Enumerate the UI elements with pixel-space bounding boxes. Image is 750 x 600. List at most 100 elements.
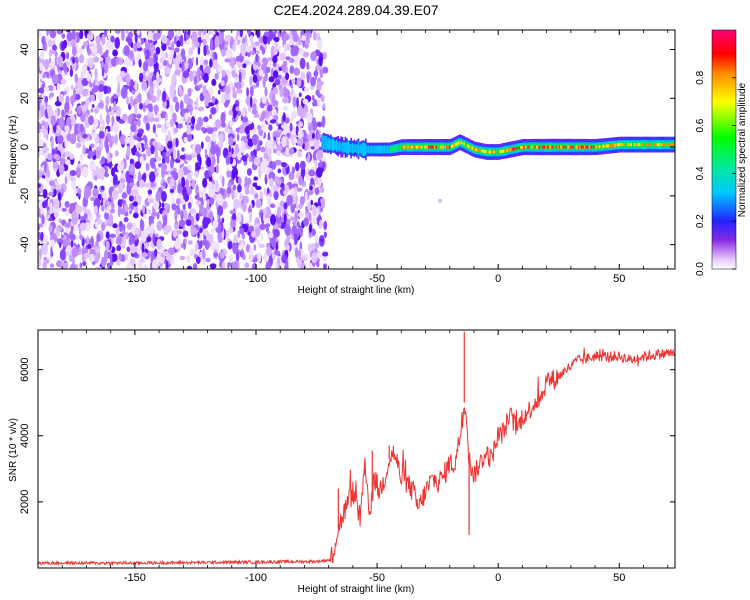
noise-speck bbox=[191, 227, 197, 235]
noise-speck bbox=[239, 192, 243, 201]
noise-speck bbox=[160, 191, 167, 202]
noise-speck bbox=[47, 153, 53, 161]
noise-speck bbox=[105, 200, 111, 207]
noise-speck bbox=[117, 163, 124, 172]
band-cell bbox=[343, 142, 345, 153]
noise-speck bbox=[268, 148, 272, 156]
band-peak bbox=[598, 145, 601, 149]
noise-speck bbox=[161, 163, 167, 171]
band-peak bbox=[630, 143, 632, 147]
band-peak bbox=[442, 145, 445, 149]
noise-speck bbox=[172, 173, 178, 180]
noise-speck bbox=[156, 172, 159, 177]
noise-speck bbox=[169, 104, 175, 113]
colorbar-ticks: 0.0 0.2 0.4 0.6 0.8 bbox=[695, 70, 736, 276]
noise-speck bbox=[184, 61, 189, 68]
noise-speck bbox=[278, 44, 281, 53]
noise-speck bbox=[147, 189, 153, 195]
noise-speck bbox=[236, 133, 240, 142]
noise-speck bbox=[181, 176, 186, 189]
noise-speck bbox=[296, 77, 302, 88]
noise-speck bbox=[205, 135, 211, 143]
noise-speck bbox=[154, 53, 158, 63]
noise-speck bbox=[56, 82, 61, 92]
band-cell bbox=[375, 145, 377, 154]
noise-speck bbox=[299, 57, 306, 70]
band-cell bbox=[349, 143, 351, 153]
noise-speck bbox=[142, 172, 147, 181]
noise-speck bbox=[134, 161, 142, 170]
noise-speck bbox=[167, 140, 173, 149]
noise-speck bbox=[203, 59, 209, 66]
noise-speck bbox=[207, 141, 211, 151]
noise-speck bbox=[76, 205, 83, 214]
band-peak bbox=[641, 143, 643, 147]
noise-speck bbox=[260, 232, 264, 242]
band-peak bbox=[535, 145, 538, 149]
band-peak bbox=[575, 145, 578, 149]
snr-panel: -150 -100 -50 0 50 2000 4000 6000 Height of st… bbox=[8, 329, 676, 595]
noise-speck bbox=[237, 184, 242, 193]
noise-speck bbox=[250, 85, 254, 97]
noise-speck bbox=[112, 223, 118, 229]
noise-speck bbox=[169, 188, 175, 193]
noise-speck bbox=[226, 186, 232, 195]
noise-speck bbox=[170, 158, 174, 169]
band-peak bbox=[510, 148, 513, 151]
band-cell bbox=[517, 145, 520, 151]
noise-speck bbox=[298, 121, 304, 128]
noise-speck bbox=[86, 32, 94, 41]
noise-speck bbox=[195, 56, 199, 66]
noise-speck bbox=[174, 209, 178, 222]
noise-speck bbox=[42, 201, 47, 209]
band-cell bbox=[651, 141, 653, 148]
noise-speck bbox=[57, 184, 62, 191]
noise-speck bbox=[112, 190, 119, 196]
noise-speck bbox=[111, 43, 115, 52]
noise-speck bbox=[233, 238, 239, 244]
noise-speck bbox=[71, 247, 79, 258]
noise-speck bbox=[147, 111, 154, 117]
noise-speck bbox=[94, 108, 99, 114]
noise-speck bbox=[109, 233, 117, 238]
noise-speck bbox=[171, 73, 177, 84]
noise-speck bbox=[221, 175, 225, 188]
noise-speck bbox=[38, 257, 42, 268]
noise-speck bbox=[177, 207, 181, 215]
noise-speck bbox=[96, 233, 101, 243]
noise-speck bbox=[123, 45, 130, 57]
noise-speck bbox=[257, 239, 261, 245]
noise-speck bbox=[54, 51, 58, 58]
snr-x-ticks: -150 -100 -50 0 50 bbox=[61, 330, 669, 584]
band-peak bbox=[647, 143, 649, 147]
band-peak bbox=[579, 145, 582, 149]
noise-speck bbox=[261, 95, 267, 104]
noise-speck bbox=[298, 92, 302, 98]
band-cell bbox=[465, 142, 467, 149]
noise-speck bbox=[174, 47, 180, 53]
noise-speck bbox=[232, 158, 236, 166]
noise-speck bbox=[221, 49, 227, 57]
band-peak bbox=[655, 143, 658, 147]
noise-speck bbox=[181, 147, 185, 152]
noise-speck bbox=[104, 172, 109, 178]
noise-speck bbox=[105, 104, 108, 113]
noise-speck bbox=[245, 45, 251, 53]
y-tick-label: -40 bbox=[19, 237, 31, 253]
noise-speck bbox=[149, 86, 155, 96]
noise-speck bbox=[249, 254, 253, 264]
noise-speck bbox=[155, 132, 158, 138]
noise-speck bbox=[120, 134, 126, 145]
band-cell bbox=[379, 145, 382, 154]
noise-speck bbox=[115, 225, 120, 236]
noise-speck bbox=[179, 34, 184, 47]
x-tick-label: 50 bbox=[613, 273, 625, 285]
noise-speck bbox=[216, 164, 219, 174]
band-peak bbox=[589, 145, 591, 149]
noise-speck bbox=[91, 159, 95, 167]
signal-band bbox=[321, 132, 675, 203]
noise-speck bbox=[174, 223, 180, 230]
noise-speck bbox=[222, 261, 226, 269]
noise-speck bbox=[205, 30, 210, 42]
noise-speck bbox=[171, 41, 175, 53]
